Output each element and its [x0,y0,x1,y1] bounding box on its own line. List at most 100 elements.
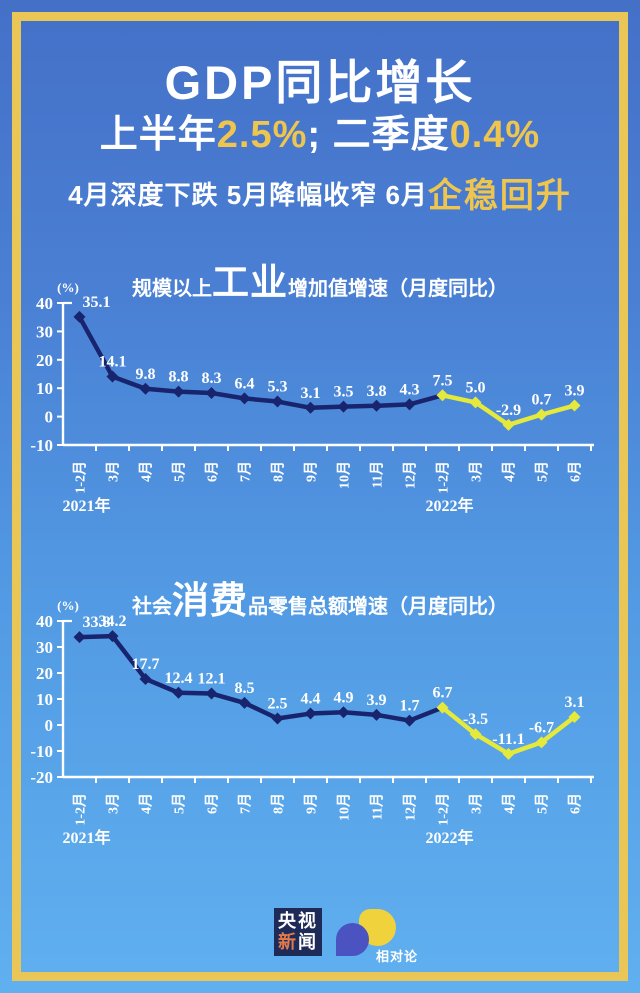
trend-summary-text: 4月深度下跌 5月降幅收窄 6月 [68,180,428,210]
data-point-marker [106,370,119,383]
year-label: 2022年 [426,828,474,847]
value-label: -3.5 [463,711,488,728]
data-point-marker [139,382,152,395]
y-tick-label: 40 [36,612,53,631]
data-point-marker [436,389,449,402]
series-line-2021 [77,633,445,723]
value-label: 3.5 [334,384,354,401]
x-category-label: 9月 [304,793,320,814]
data-point-marker [337,706,350,719]
x-category-label: 11月 [370,793,386,820]
data-point-marker [436,701,449,714]
chart-retail-title: 社会消费品零售总额增速（月度同比） [0,570,640,624]
half-year-value: 2.5% [216,114,308,156]
value-label: 14.1 [99,354,127,371]
x-category-label: 5月 [172,793,188,814]
footer-logos: 央视 新闻 相对论 [274,908,428,964]
data-point-marker [238,392,251,405]
value-label: 6.7 [433,685,453,702]
y-tick-label: 20 [36,664,53,683]
x-category-label: 3月 [106,461,122,482]
x-category-label: 5月 [172,461,188,482]
y-tick-label: 30 [36,322,53,341]
y-axis-unit-label: (%) [57,280,79,295]
value-label: 3.1 [301,385,321,402]
x-category-label: 5月 [535,793,551,814]
data-point-marker [271,712,284,725]
chart-industry-title: 规模以上工业增加值增速（月度同比） [0,252,640,306]
chart-industry-title-emphasis: 工业 [212,262,288,303]
value-label: 2.5 [268,696,288,713]
value-label: 12.4 [165,670,193,687]
data-point-marker [403,714,416,727]
x-category-label: 11月 [370,461,386,488]
cctv-logo-row2-highlight: 新 [278,932,298,952]
subtitle-growth-figures: 上半年2.5%; 二季度0.4% [0,103,640,158]
data-point-marker [139,672,152,685]
value-label: 3.8 [367,383,387,400]
value-label: 4.3 [400,381,420,398]
data-point-marker [106,630,119,643]
series-line-2021 [77,314,445,411]
relativity-logo-label: 相对论 [376,949,419,964]
data-point-marker [535,736,548,749]
y-tick-label: -10 [30,436,53,455]
value-label: 4.4 [301,691,321,708]
x-category-label: 10月 [337,793,353,821]
data-point-marker [568,399,581,412]
data-point-marker [205,687,218,700]
x-category-label: 7月 [238,793,254,814]
x-category-label: 3月 [106,793,122,814]
year-label: 2021年 [63,496,111,515]
data-point-marker [238,696,251,709]
x-category-label: 4月 [502,461,518,482]
chart-retail-title-emphasis: 消费 [172,580,248,621]
value-label: 5.3 [268,379,288,396]
relativity-blue-shape-icon [336,923,369,956]
data-point-marker [535,408,548,421]
y-tick-label: 0 [45,408,54,427]
chart-industry-title-suffix: 增加值增速（月度同比） [288,278,508,300]
y-tick-label: 0 [45,716,54,735]
value-label: 3.1 [565,694,585,711]
value-label: 4.9 [334,689,354,706]
x-category-label: 5月 [535,461,551,482]
x-category-label: 3月 [469,461,485,482]
chart-retail-title-suffix: 品零售总额增速（月度同比） [248,596,508,618]
data-point-marker [502,418,515,431]
y-tick-label: 10 [36,379,53,398]
data-point-marker [172,686,185,699]
cctv-news-logo: 央视 新闻 [274,908,322,956]
data-point-marker [403,398,416,411]
x-category-label: 4月 [502,793,518,814]
subtitle-text-2: ; 二季度 [307,114,450,156]
x-category-label: 6月 [205,793,221,814]
x-category-label: 9月 [304,461,320,482]
value-label: -6.7 [529,719,554,736]
data-point-marker [73,310,86,323]
main-title: GDP同比增长 [164,56,476,109]
y-tick-label: 10 [36,690,53,709]
value-label: 17.7 [132,656,160,673]
q2-value: 0.4% [449,114,541,156]
chart-retail-title-prefix: 社会 [132,596,172,618]
value-label: -2.9 [496,402,521,419]
y-tick-label: -20 [30,768,53,787]
value-label: 34.2 [99,613,127,630]
chart-industry-title-prefix: 规模以上 [132,278,212,300]
value-label: 0.7 [532,392,552,409]
data-point-marker [568,710,581,723]
cctv-logo-row2-rest: 闻 [298,932,318,952]
x-category-label: 4月 [139,793,155,814]
y-tick-label: 30 [36,638,53,657]
value-label: 33.8 [83,614,111,631]
data-point-marker [205,387,218,400]
x-category-label: 12月 [403,793,419,821]
value-label: 8.3 [202,370,222,387]
value-label: 8.8 [169,369,189,386]
trend-summary-highlight: 企稳回升 [427,177,572,215]
year-label: 2021年 [63,828,111,847]
x-category-label: 1-2月 [436,461,452,494]
value-label: -11.1 [492,731,524,748]
value-label: 1.7 [400,698,420,715]
